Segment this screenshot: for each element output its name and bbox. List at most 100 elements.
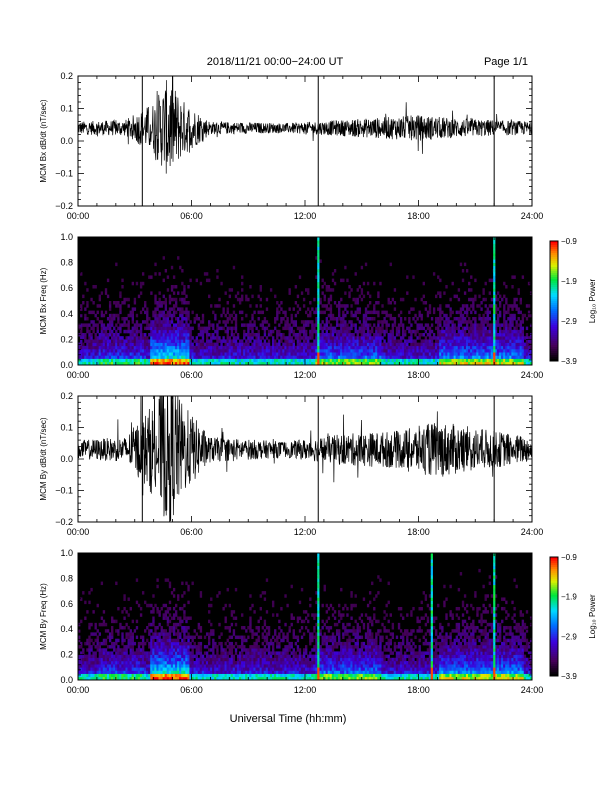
spectrogram-cell (185, 660, 188, 665)
spectrogram-cell (503, 281, 506, 286)
spectrogram-cell (152, 667, 155, 671)
spectrogram-cell (177, 323, 180, 327)
spectrogram-cell (447, 339, 450, 343)
spectrogram-cell (160, 339, 163, 343)
spectrogram-cell (278, 361, 281, 366)
spectrogram-cell (160, 657, 163, 662)
spectrogram-cell (234, 358, 238, 363)
spectrogram-cell (472, 301, 475, 305)
spectrogram-cell (488, 349, 492, 353)
spectrogram-cell (280, 358, 283, 363)
spectrogram-cell (478, 323, 481, 327)
spectrogram-cell (344, 304, 347, 308)
spectrogram-cell (377, 352, 380, 356)
broadband-line-cell (493, 304, 496, 308)
spectrogram-cell (507, 307, 510, 311)
spectrogram-cell (480, 352, 483, 356)
spectrogram-cell (381, 329, 384, 334)
spectrogram-cell (443, 336, 446, 340)
spectrogram-cell (290, 355, 293, 359)
spectrogram-cell (154, 272, 157, 276)
spectrogram-cell (505, 310, 508, 315)
spectrogram-cell (309, 301, 312, 305)
spectrogram-cell (298, 339, 302, 343)
spectrogram-cell (311, 361, 314, 366)
spectrogram-cell (172, 664, 176, 668)
spectrogram-cell (362, 313, 366, 318)
spectrogram-cell (335, 329, 339, 334)
spectrogram-cell (525, 345, 529, 350)
spectrogram-cell (373, 349, 376, 353)
spectrogram-cell (368, 349, 372, 353)
spectrogram-cell (449, 358, 452, 363)
spectrogram-cell (181, 629, 184, 633)
spectrogram-cell (187, 651, 190, 655)
spectrogram-cell (203, 664, 207, 668)
spectrogram-cell (338, 301, 341, 305)
spectrogram-cell (102, 654, 106, 659)
spectrogram-cell (327, 285, 331, 289)
spectrogram-cell (486, 333, 489, 337)
spectrogram-cell (179, 358, 182, 363)
spectrogram-cell (259, 285, 262, 289)
spectrogram-cell (333, 317, 337, 321)
spectrogram-cell (131, 352, 135, 356)
spectrogram-cell (141, 645, 145, 649)
spectrogram-cell (325, 323, 328, 327)
spectrogram-cell (203, 673, 207, 678)
spectrogram-cell (406, 326, 409, 331)
spectrogram-cell (288, 361, 291, 366)
spectrogram-cell (228, 345, 232, 350)
spectrogram-cell (148, 358, 151, 363)
spectrogram-cell (216, 333, 219, 337)
spectrogram-cell (92, 641, 95, 646)
spectrogram-cell (468, 297, 471, 302)
spectrogram-cell (135, 345, 139, 350)
spectrogram-cell (393, 317, 397, 321)
spectrogram-cell (439, 310, 442, 315)
spectrogram-cell (480, 355, 483, 359)
spectrogram-cell (249, 355, 252, 359)
spectrogram-cell (139, 673, 143, 678)
spectrogram-cell (210, 345, 213, 350)
spectrogram-cell (150, 339, 153, 343)
spectrogram-cell (172, 310, 176, 315)
spectrogram-cell (94, 670, 97, 674)
spectrogram-cell (158, 291, 161, 295)
spectrogram-cell (193, 673, 196, 678)
spectrogram-cell (131, 638, 135, 643)
spectrogram-cell (478, 342, 481, 347)
spectrogram-cell (156, 323, 159, 327)
spectrogram-cell (80, 361, 83, 366)
spectrogram-cell (249, 333, 252, 337)
spectrogram-cell (459, 329, 463, 334)
spectrogram-cell (515, 358, 518, 363)
spectrogram-cell (189, 651, 192, 655)
spectrogram-cell (451, 281, 454, 286)
spectrogram-cell (463, 262, 467, 267)
spectrogram-cell (121, 626, 124, 630)
spectrogram-cell (133, 307, 137, 311)
spectrogram-cell (490, 361, 494, 366)
spectrogram-cell (185, 626, 188, 630)
spectrogram-cell (445, 304, 448, 308)
spectrogram-cell (447, 349, 450, 353)
spectrogram-cell (137, 660, 141, 665)
spectrogram-cell (162, 361, 165, 366)
spectrogram-cell (137, 336, 141, 340)
spectrogram-cell (113, 645, 116, 649)
spectrogram-cell (179, 345, 182, 350)
broadband-line-cell (317, 355, 320, 359)
spectrogram-cell (181, 355, 184, 359)
spectrogram-cell (94, 358, 97, 363)
spectrogram-cell (111, 313, 114, 318)
spectrogram-cell (160, 660, 163, 665)
spectrogram-cell (459, 361, 463, 366)
spectrogram-cell (470, 329, 473, 334)
spectrogram-cell (274, 358, 277, 363)
spectrogram-cell (220, 358, 223, 363)
spectrogram-cell (212, 664, 215, 668)
spectrogram-cell (362, 323, 366, 327)
spectrogram-cell (216, 336, 219, 340)
spectrogram-cell (86, 317, 89, 321)
